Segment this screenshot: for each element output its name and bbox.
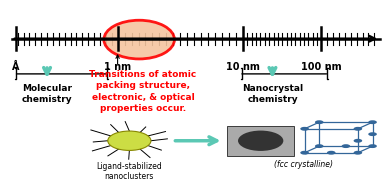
- Text: 100 nm: 100 nm: [301, 62, 342, 72]
- Circle shape: [368, 144, 377, 148]
- Ellipse shape: [104, 20, 174, 59]
- Text: Molecular
chemistry: Molecular chemistry: [22, 84, 73, 104]
- Text: 10 nm: 10 nm: [226, 62, 260, 72]
- Text: 1 nm: 1 nm: [104, 62, 131, 72]
- Circle shape: [341, 144, 350, 148]
- Circle shape: [238, 131, 283, 151]
- Circle shape: [108, 131, 151, 151]
- Circle shape: [368, 120, 377, 124]
- Circle shape: [315, 144, 323, 148]
- Circle shape: [354, 139, 362, 143]
- Circle shape: [300, 151, 309, 155]
- Circle shape: [354, 151, 362, 155]
- Circle shape: [300, 127, 309, 131]
- Text: Nanocrystal
chemistry: Nanocrystal chemistry: [242, 84, 303, 104]
- Circle shape: [327, 151, 336, 155]
- Bar: [227, 126, 294, 156]
- Text: (fcc crystalline): (fcc crystalline): [274, 160, 333, 169]
- Text: Ligand-stabilized
nanoclusters: Ligand-stabilized nanoclusters: [96, 162, 162, 181]
- Circle shape: [354, 127, 362, 131]
- Circle shape: [315, 120, 323, 124]
- Text: Å: Å: [12, 62, 20, 72]
- Text: Transitions of atomic
packing structure,
electronic, & optical
properties occur.: Transitions of atomic packing structure,…: [89, 70, 197, 113]
- Circle shape: [368, 132, 377, 136]
